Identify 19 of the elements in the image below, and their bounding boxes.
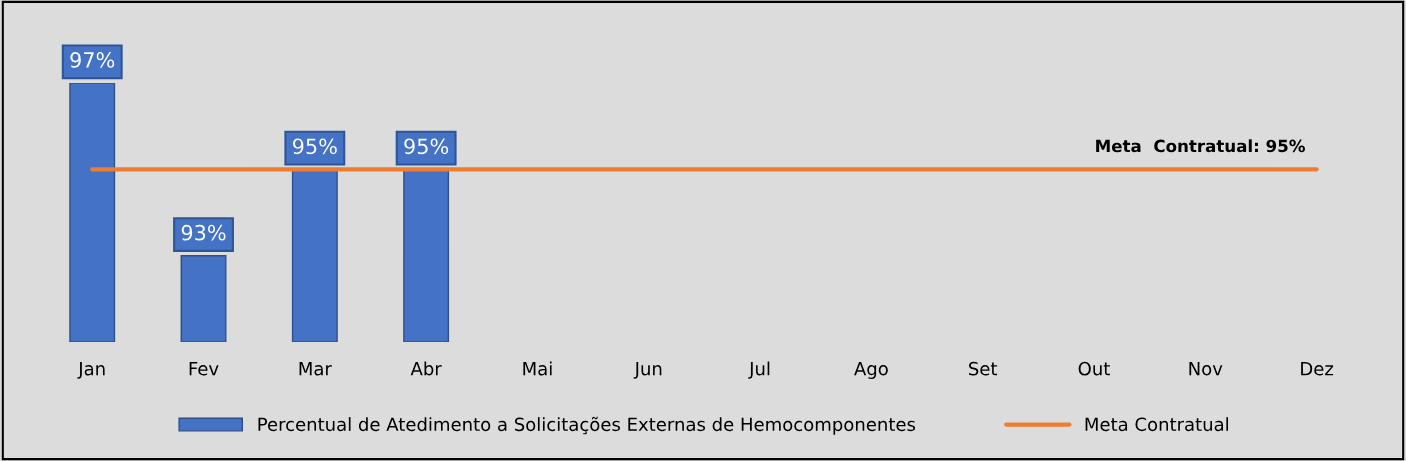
- data-label: 95%: [292, 138, 337, 155]
- x-tick-label: Mar: [299, 362, 332, 376]
- x-tick-label: Dez: [1301, 362, 1334, 376]
- x-tick-label: Jan: [77, 362, 105, 379]
- data-label: 95%: [404, 138, 449, 155]
- x-tick-label: Jun: [633, 362, 662, 379]
- x-tick-label: Jul: [748, 361, 770, 379]
- annotation: Meta Contratual: 95%: [1096, 139, 1305, 153]
- x-tick-label: Out: [1078, 361, 1110, 376]
- x-tick-label: Abr: [410, 361, 442, 376]
- legend-label: Percentual de Atedimento a Solicitações Externas de Hemocomponentes: [258, 416, 916, 435]
- x-tick-label: Mai: [523, 361, 552, 376]
- x-tick-label: Ago: [854, 362, 888, 379]
- x-tick-label: Fev: [189, 362, 219, 376]
- data-label: 97%: [70, 52, 115, 68]
- x-tick-label: Set: [969, 361, 998, 376]
- data-label: 93%: [181, 224, 226, 241]
- x-tick-label: Nov: [1189, 362, 1223, 376]
- legend-label: Meta Contratual: [1085, 417, 1229, 432]
